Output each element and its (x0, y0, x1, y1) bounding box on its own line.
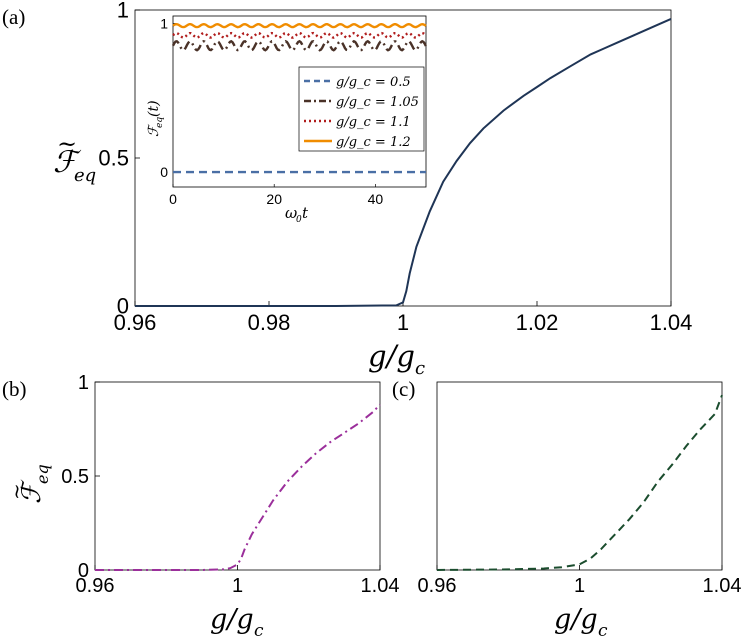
data-line-c (436, 394, 723, 571)
y-tick-label: 0.5 (61, 466, 89, 488)
panel-label-c: (c) (392, 377, 415, 401)
inset-series-line (172, 31, 427, 39)
y-tick-label: 1 (117, 0, 129, 23)
y-axis-label-b: ℱ ~ eq (4, 464, 52, 504)
x-tick-label: 1 (397, 310, 409, 335)
inset-legend: g/g_c = 0.5 g/g_c = 1.05 g/g_c = 1.1 g/g_c … (298, 66, 425, 152)
svg-text:g/g: g/g (554, 604, 598, 635)
data-line-b (95, 403, 381, 571)
svg-text:0: 0 (296, 215, 302, 225)
svg-text:ℱ: ℱ (146, 123, 162, 137)
y-tick-label: 0.5 (98, 146, 129, 171)
x-axis-label-a: g/g c (368, 339, 425, 379)
inset-x-tick-label: 40 (368, 191, 384, 207)
svg-text:eq: eq (74, 165, 96, 186)
svg-text:~: ~ (4, 483, 28, 500)
inset-y-axis-label: ℱ eq (t) (146, 100, 165, 137)
svg-text:eq: eq (33, 464, 52, 484)
y-axis-label-a: ℱ ~ eq (53, 130, 96, 186)
inset-y-tick-label: 0 (160, 164, 168, 180)
y-tick-label: 0 (78, 560, 89, 582)
svg-text:g/g: g/g (210, 604, 254, 635)
svg-text:g/g: g/g (368, 339, 415, 373)
svg-text:(t): (t) (146, 100, 162, 117)
panel-a: 0 0.5 1 0.96 0.98 1 1.02 1.04 ℱ ~ eq g/g c 0 20… (53, 0, 692, 379)
svg-text:eq: eq (155, 117, 165, 128)
svg-text:ω: ω (285, 204, 297, 222)
x-tick-label: 1.04 (650, 310, 693, 335)
svg-text:c: c (254, 621, 264, 640)
x-tick-label: 1 (574, 575, 585, 597)
x-tick-label: 0.96 (418, 575, 457, 597)
panel-label-a: (a) (2, 5, 25, 29)
svg-text:c: c (598, 621, 608, 640)
inset-x-tick-label: 20 (266, 191, 282, 207)
inset-x-tick-label: 0 (169, 191, 177, 207)
legend-label: g/g_c = 1.2 (336, 135, 411, 150)
x-tick-label: 1.04 (361, 575, 400, 597)
x-axis-label-c: g/g c (554, 604, 608, 640)
inset-x-axis-label: ω 0 t (285, 204, 309, 225)
inset-series-line (172, 22, 427, 29)
legend-label: g/g_c = 0.5 (336, 75, 411, 90)
axes-box-b (94, 381, 381, 571)
legend-label: g/g_c = 1.1 (336, 115, 411, 130)
x-tick-label: 1.04 (703, 575, 742, 597)
x-tick-label: 0.98 (248, 310, 291, 335)
panel-c: 0.96 1 1.04 g/g c (418, 381, 742, 640)
axes-box-c (436, 381, 723, 571)
y-tick-label: 0 (117, 294, 129, 319)
panel-b: 0.96 1 1.04 0 0.5 1 ℱ ~ eq g/g c (4, 372, 399, 640)
x-tick-label: 1.02 (516, 310, 559, 335)
y-tick-label: 1 (78, 372, 89, 394)
x-axis-label-b: g/g c (210, 604, 264, 640)
svg-text:t: t (302, 204, 309, 222)
svg-text:~: ~ (57, 130, 77, 158)
x-tick-label: 0.96 (114, 310, 157, 335)
svg-text:c: c (415, 358, 425, 379)
x-tick-label: 0.96 (76, 575, 115, 597)
data-line-a (135, 17, 672, 307)
legend-label: g/g_c = 1.05 (336, 95, 419, 110)
panel-label-b: (b) (2, 377, 27, 401)
inset-series-line (171, 39, 428, 52)
inset-y-tick-label: 1 (160, 15, 168, 31)
x-tick-label: 1 (232, 575, 243, 597)
